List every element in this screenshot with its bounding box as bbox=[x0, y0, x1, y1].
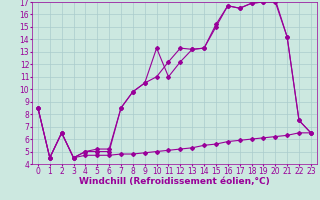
X-axis label: Windchill (Refroidissement éolien,°C): Windchill (Refroidissement éolien,°C) bbox=[79, 177, 270, 186]
